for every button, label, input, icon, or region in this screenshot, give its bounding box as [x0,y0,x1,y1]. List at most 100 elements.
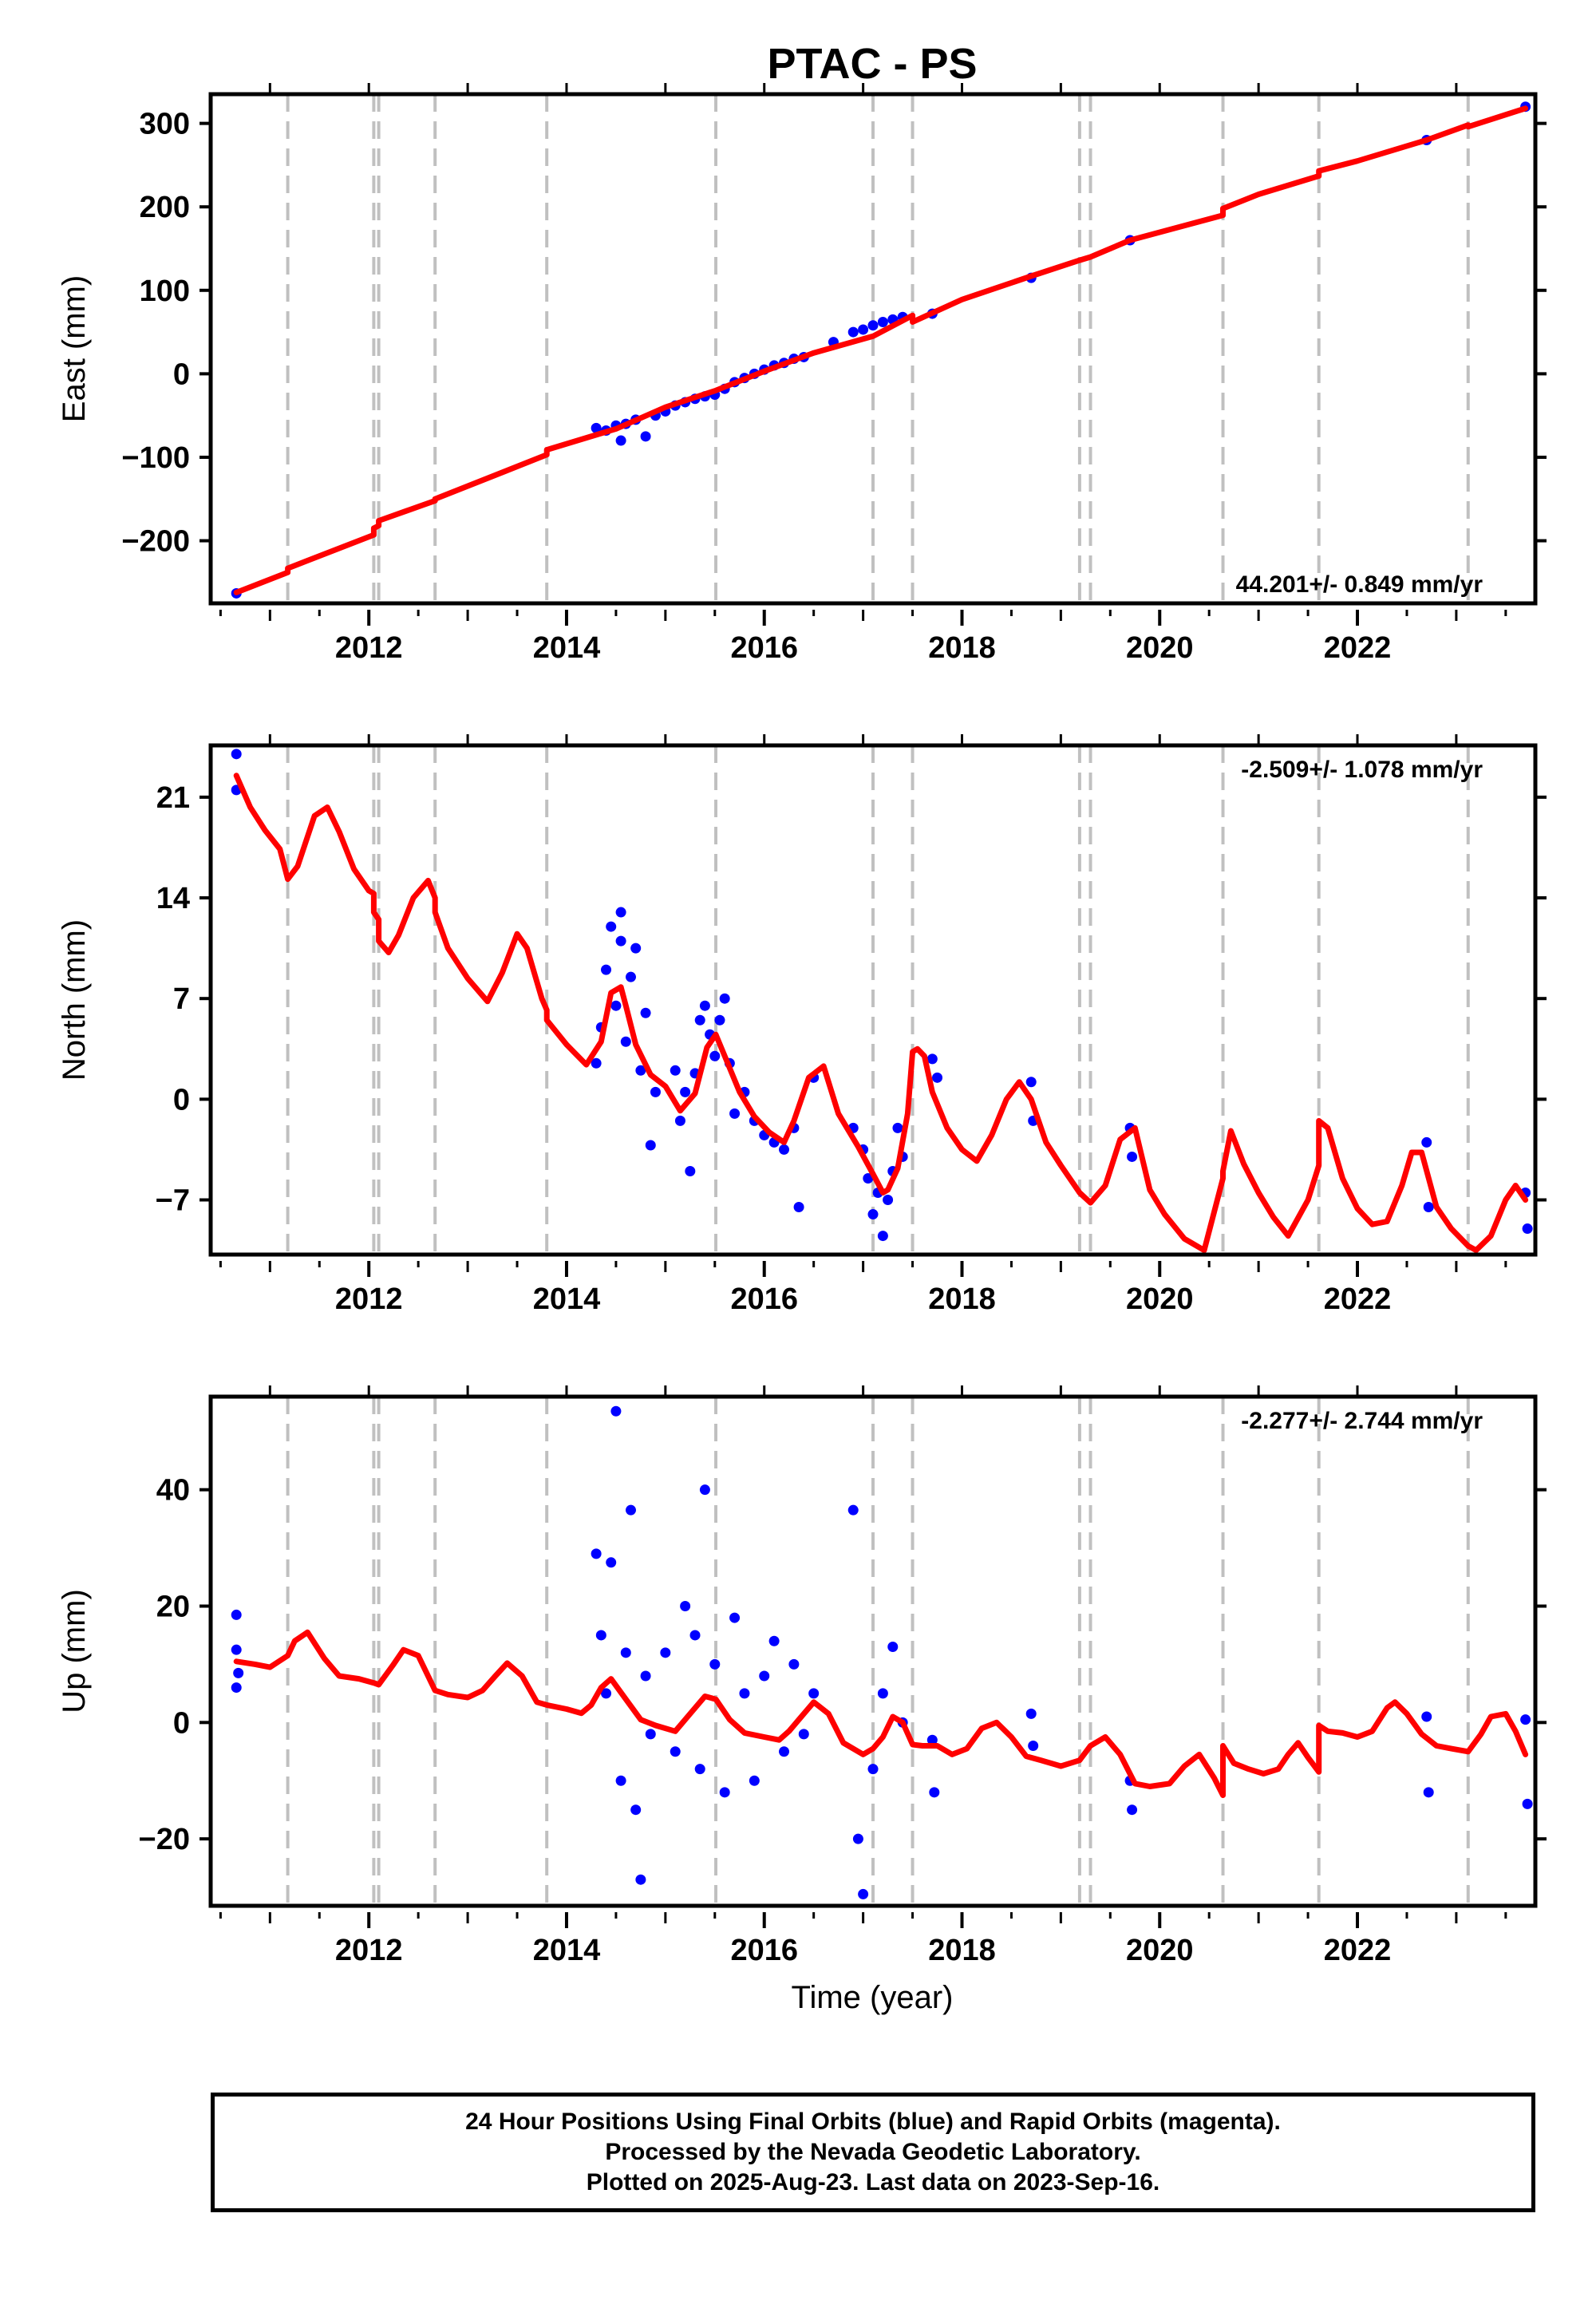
north-data-point [926,1053,938,1065]
up-data-point [233,1667,244,1678]
east-y-tick-label: 200 [140,191,190,224]
up-data-point [640,1670,651,1682]
north-data-point [694,1014,705,1026]
north-y-tick-label: 0 [173,1083,190,1117]
up-data-point [620,1647,631,1658]
up-x-tick-label: 2020 [1126,1934,1194,1967]
east-y-tick-label: 100 [140,275,190,308]
east-data-point [615,435,626,446]
north-data-point [779,1144,790,1155]
up-data-point [694,1764,705,1775]
up-data-point [645,1729,656,1740]
north-panel: −7 0 7 14 21 2012 2014 2016 2018 2020 2022 North (m… [57,734,1547,1316]
east-plot-area [231,101,1531,599]
up-data-point [660,1647,671,1658]
up-data-point [768,1635,780,1646]
up-data-point [798,1729,809,1740]
up-x-tick-label: 2022 [1324,1934,1392,1967]
north-data-point [867,1209,879,1220]
up-data-point [670,1746,681,1757]
north-data-point [650,1086,661,1097]
north-data-point [635,1065,646,1076]
caption-line-1: 24 Hour Positions Using Final Orbits (bl… [465,2109,1281,2135]
up-data-point [680,1600,691,1611]
up-data-point [852,1833,863,1844]
up-data-point [759,1670,770,1682]
north-y-tick-label: 7 [173,982,190,1016]
up-data-point [595,1630,606,1641]
up-data-point [699,1484,710,1496]
east-data-point [877,317,888,328]
x-axis-label: Time (year) [792,1980,954,2015]
up-x-tick-label: 2014 [533,1934,601,1967]
up-data-point [867,1764,879,1775]
north-y-tick-label: −7 [156,1184,190,1218]
up-y-tick-label: −20 [139,1823,190,1856]
up-data-point [779,1746,790,1757]
up-data-point [719,1787,730,1798]
east-x-tick-label: 2022 [1324,631,1392,665]
north-x-tick-label: 2022 [1324,1282,1392,1316]
caption-box: 24 Hour Positions Using Final Orbits (bl… [211,2093,1535,2212]
north-data-point [610,1000,622,1011]
north-data-point [601,964,612,975]
east-x-tick-label: 2014 [533,631,601,665]
north-data-point [793,1202,804,1213]
up-data-point [615,1775,626,1786]
north-data-point [699,1000,710,1011]
north-data-point [719,993,730,1004]
up-data-point [808,1688,820,1699]
east-y-tick-label: 300 [140,108,190,141]
up-x-tick-label: 2012 [335,1934,403,1967]
up-data-point [739,1688,750,1699]
up-y-tick-label: 40 [156,1474,190,1508]
east-y-axis-label: East (mm) [57,275,92,422]
up-data-point [1520,1714,1531,1725]
north-y-tick-label: 14 [156,882,190,915]
up-data-point [625,1504,636,1516]
north-data-point [729,1108,741,1119]
north-data-point [620,1036,631,1047]
east-y-tick-label: −200 [121,525,190,559]
north-data-point [932,1072,943,1083]
north-data-point [615,907,626,918]
north-model-line [233,773,1529,1254]
north-data-point [709,1050,721,1061]
north-data-point [685,1165,696,1176]
up-data-point [1522,1798,1533,1809]
north-data-point [1522,1223,1533,1235]
north-y-tick-label: 21 [156,781,190,815]
north-data-point [680,1086,691,1097]
up-data-point [231,1682,242,1694]
up-data-point [847,1504,859,1516]
up-plot-area [231,1405,1533,1899]
north-x-tick-label: 2020 [1126,1282,1194,1316]
up-data-point [729,1612,741,1623]
up-model-line [233,1629,1529,1798]
east-panel: −200 −100 0 100 200 300 2012 2014 2016 2018 2020 20… [57,83,1547,665]
east-data-point [847,326,859,338]
up-data-point [788,1658,800,1670]
up-data-point [929,1787,940,1798]
north-data-point [670,1065,681,1076]
east-x-tick-label: 2020 [1126,631,1194,665]
north-data-point [615,935,626,947]
north-data-point [1127,1151,1138,1162]
chart-title: PTAC - PS [767,40,977,88]
up-data-point [749,1775,760,1786]
up-data-point [231,1644,242,1655]
east-y-tick-label: −100 [121,441,190,475]
north-y-axis-label: North (mm) [57,919,92,1081]
up-data-point [877,1688,888,1699]
north-data-point [591,1057,602,1069]
east-plot-frame [208,92,1538,606]
north-data-point [1025,1077,1037,1088]
north-x-tick-label: 2014 [533,1282,601,1316]
east-data-point [867,320,879,331]
north-x-tick-label: 2018 [928,1282,996,1316]
east-model-line [233,105,1529,595]
up-x-tick-label: 2016 [730,1934,798,1967]
north-plot-area [231,749,1533,1254]
up-data-point [926,1734,938,1745]
up-data-point [630,1804,642,1816]
